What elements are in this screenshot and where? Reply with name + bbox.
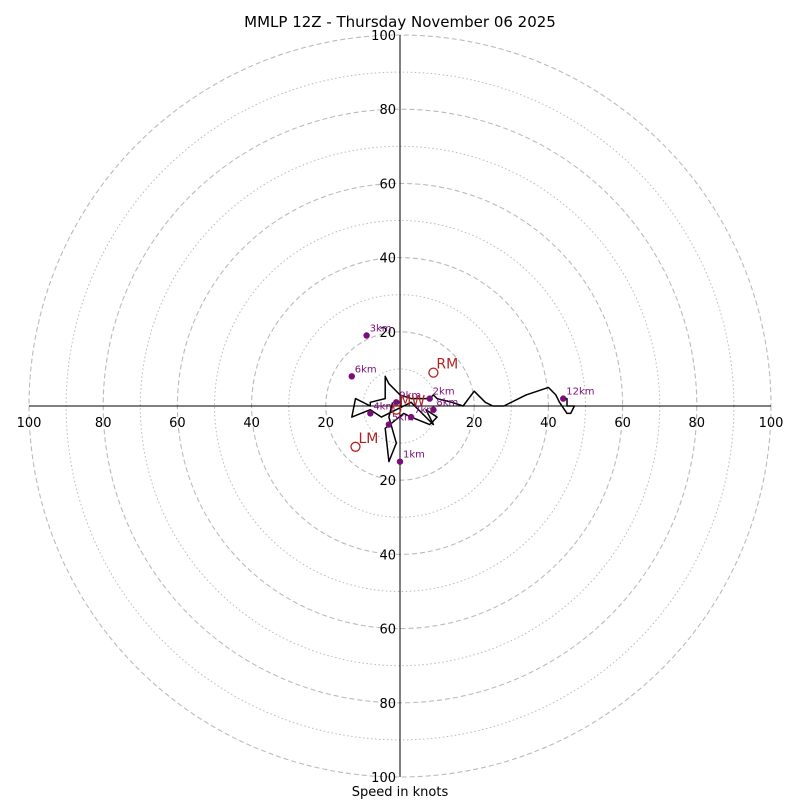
tick-label-down-80: 80	[379, 697, 396, 712]
x-axis-label: Speed in knots	[352, 785, 449, 800]
height-marker-8km	[430, 406, 437, 413]
height-marker-1km	[396, 458, 404, 465]
tick-label-up-20: 20	[379, 326, 396, 341]
tick-label-down-60: 60	[379, 623, 396, 638]
height-marker-9km	[393, 399, 400, 406]
tick-label-right-100: 100	[759, 416, 784, 431]
height-marker-12km	[560, 395, 567, 402]
tick-label-down-20: 20	[379, 474, 396, 489]
height-label-2km: 2km	[433, 387, 455, 398]
height-marker-5km	[385, 421, 393, 428]
storm-motion-label-RM: RM	[436, 357, 458, 373]
height-label-6km: 6km	[355, 364, 377, 375]
tick-label-down-100: 100	[371, 771, 396, 786]
wind-trace-layer	[351, 375, 576, 463]
tick-label-left-80: 80	[95, 416, 112, 431]
tick-label-left-60: 60	[169, 416, 186, 431]
tick-label-left-100: 100	[17, 416, 42, 431]
tick-label-right-40: 40	[540, 416, 557, 431]
tick-label-down-40: 40	[379, 548, 396, 563]
height-label-4km: 4km	[373, 401, 395, 412]
height-marker-6km	[348, 373, 355, 380]
tick-label-up-100: 100	[371, 29, 396, 44]
tick-label-left-20: 20	[318, 416, 335, 431]
storm-motion-label-MW: MW	[399, 394, 425, 410]
storm-motion-marker-RM	[428, 367, 439, 378]
height-marker-4km	[367, 410, 374, 417]
height-marker-3km	[363, 332, 370, 339]
height-label-12km: 12km	[566, 387, 594, 398]
tick-label-left-40: 40	[243, 416, 260, 431]
tick-label-right-80: 80	[689, 416, 706, 431]
height-marker-7km	[407, 413, 415, 421]
tick-label-up-40: 40	[379, 252, 396, 267]
height-label-1km: 1km	[403, 450, 425, 461]
tick-label-up-80: 80	[379, 103, 396, 118]
tick-label-right-60: 60	[614, 416, 631, 431]
tick-label-up-60: 60	[379, 177, 396, 192]
tick-label-right-20: 20	[466, 416, 483, 431]
height-marker-2km	[426, 395, 433, 402]
height-label-8km: 8km	[436, 398, 458, 409]
height-label-9km: 9km	[399, 390, 421, 401]
storm-motion-label-LM: LM	[358, 431, 378, 447]
storm-motion-marker-MW	[391, 404, 402, 415]
chart-title: MMLP 12Z - Thursday November 06 2025	[244, 13, 556, 31]
height-label-5km: 5km	[392, 413, 414, 424]
tick-labels: 20 20 20 20 40 40 40 40 60 60 60 60 80 80 80 80 100 100 10…	[17, 29, 784, 786]
storm-motion-marker-LM	[350, 441, 361, 452]
wind-trace-line	[351, 375, 576, 463]
storm-motion-markers: RM LM MW	[350, 357, 458, 452]
height-label-7km: 7km	[414, 405, 436, 416]
axes	[29, 35, 771, 777]
height-label-3km: 3km	[370, 324, 392, 335]
